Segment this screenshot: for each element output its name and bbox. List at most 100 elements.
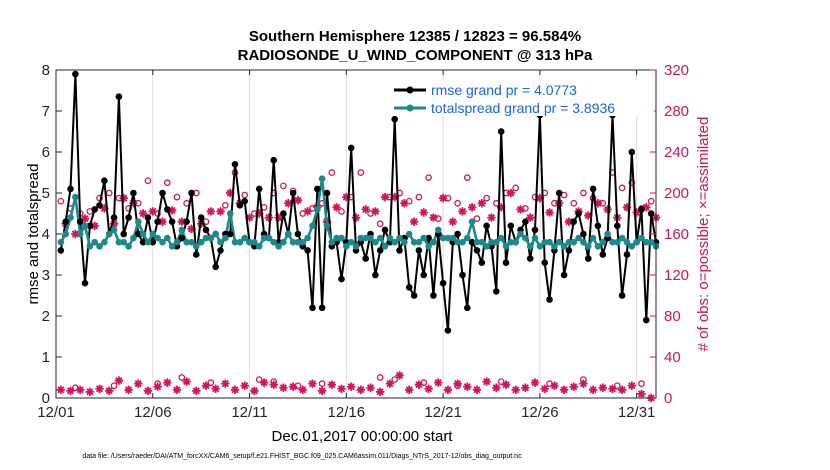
obs-possible-marker bbox=[425, 174, 432, 181]
rmse-point bbox=[149, 238, 157, 246]
obs-assimilated-marker bbox=[148, 207, 157, 216]
rmse-point bbox=[57, 247, 65, 254]
rmse-point bbox=[139, 238, 147, 246]
spread-point bbox=[493, 238, 500, 246]
rmse-point bbox=[589, 185, 597, 193]
spread-point bbox=[410, 238, 418, 246]
spread-point bbox=[260, 234, 268, 242]
obs-possible-marker bbox=[580, 189, 587, 197]
spread-point bbox=[144, 238, 152, 246]
obs-assimilated-low-marker bbox=[521, 383, 530, 392]
obs-possible-marker bbox=[280, 182, 287, 190]
obs-assimilated-low-marker bbox=[85, 387, 95, 397]
obs-assimilated-marker bbox=[632, 208, 641, 217]
spread-point bbox=[531, 234, 539, 242]
rmse-point bbox=[91, 206, 98, 213]
rmse-point bbox=[468, 238, 476, 246]
rmse-point bbox=[497, 128, 505, 135]
spread-point bbox=[638, 234, 645, 242]
obs-assimilated-marker bbox=[477, 199, 487, 208]
spread-point bbox=[294, 238, 302, 246]
spread-point bbox=[454, 238, 461, 246]
obs-possible-marker bbox=[357, 169, 365, 176]
obs-assimilated-marker bbox=[438, 193, 448, 203]
obs-assimilated-marker bbox=[293, 195, 303, 205]
obs-assimilated-marker bbox=[245, 213, 254, 222]
rmse-point bbox=[546, 296, 553, 303]
spread-point bbox=[57, 238, 65, 246]
obs-count-markers bbox=[57, 169, 661, 239]
obs-possible-marker bbox=[376, 220, 384, 228]
x-axis-ticks: 12/01 12/06 12/11 12/16 12/21 12/26 12/31 bbox=[37, 70, 655, 421]
rmse-point bbox=[493, 288, 500, 295]
data-file-footer: data file: /Users/raeder/DAI/ATM_forcXX/… bbox=[82, 453, 522, 460]
obs-assimilated-marker bbox=[525, 213, 535, 222]
spread-point bbox=[135, 218, 142, 225]
obs-possible-marker bbox=[415, 193, 423, 201]
y-right-tick-label: 80 bbox=[664, 308, 681, 325]
obs-assimilated-low-marker bbox=[366, 383, 375, 392]
rmse-point bbox=[241, 197, 248, 205]
obs-assimilated-marker bbox=[535, 193, 545, 203]
x-tick-label: 12/01 bbox=[37, 404, 75, 421]
obs-assimilated-low-marker bbox=[308, 379, 317, 388]
rmse-point bbox=[168, 218, 176, 225]
obs-assimilated-low-marker bbox=[134, 379, 143, 388]
spread-point bbox=[459, 238, 466, 246]
rmse-point bbox=[464, 304, 471, 312]
rmse-point bbox=[507, 222, 515, 230]
y-right-tick-label: 160 bbox=[664, 226, 689, 243]
obs-assimilated-marker bbox=[187, 224, 196, 234]
obs-assimilated-low-marker bbox=[579, 379, 588, 388]
rmse-point bbox=[309, 304, 316, 312]
spread-point bbox=[415, 238, 423, 246]
spread-point bbox=[217, 238, 224, 246]
spread-point bbox=[202, 234, 210, 242]
obs-assimilated-low-marker bbox=[434, 378, 443, 387]
obs-assimilated-marker bbox=[80, 214, 90, 223]
obs-assimilated-marker bbox=[71, 229, 80, 239]
rmse-point bbox=[580, 230, 587, 238]
spread-point bbox=[473, 238, 481, 246]
spread-point bbox=[91, 238, 98, 246]
obs-assimilated-marker bbox=[90, 221, 99, 230]
spread-point bbox=[333, 234, 340, 242]
obs-assimilated-marker bbox=[545, 208, 554, 217]
spread-point bbox=[430, 238, 437, 246]
spread-point bbox=[226, 210, 234, 217]
rmse-point bbox=[67, 185, 74, 193]
legend: rmse grand pr = 4.0773 totalspread grand… bbox=[390, 80, 654, 116]
spread-point bbox=[580, 238, 587, 246]
chart-title-line1: Southern Hemisphere 12385 / 12823 = 96.5… bbox=[249, 28, 581, 45]
spread-point bbox=[231, 238, 239, 246]
low-obs-markers bbox=[56, 371, 656, 403]
spread-point bbox=[314, 206, 321, 213]
spread-point bbox=[623, 238, 631, 246]
obs-assimilated-low-marker bbox=[511, 385, 520, 394]
rmse-point bbox=[125, 214, 132, 221]
obs-assimilated-low-marker bbox=[279, 383, 288, 392]
y-right-tick-label: 240 bbox=[664, 144, 689, 161]
spread-point bbox=[526, 243, 534, 250]
obs-assimilated-marker bbox=[119, 193, 128, 203]
obs-possible-low-marker bbox=[391, 376, 399, 383]
obs-assimilated-low-marker bbox=[153, 382, 162, 391]
obs-assimilated-low-marker bbox=[482, 377, 491, 386]
obs-assimilated-low-marker bbox=[414, 380, 424, 389]
y-right-tick-label: 40 bbox=[664, 349, 681, 366]
obs-assimilated-marker bbox=[177, 217, 187, 226]
spread-point bbox=[609, 238, 616, 246]
spread-point bbox=[507, 238, 515, 246]
spread-point bbox=[643, 238, 650, 246]
spread-point bbox=[120, 238, 127, 246]
spread-point bbox=[439, 234, 447, 242]
left-axis-label: rmse and totalspread bbox=[25, 164, 42, 305]
spread-point bbox=[62, 230, 69, 238]
obs-assimilated-low-marker bbox=[114, 376, 124, 385]
spread-point bbox=[154, 234, 161, 242]
spread-point bbox=[565, 238, 573, 246]
obs-possible-marker bbox=[463, 174, 471, 181]
spread-point bbox=[483, 243, 490, 250]
spread-point bbox=[207, 234, 215, 242]
spread-point bbox=[618, 234, 626, 242]
